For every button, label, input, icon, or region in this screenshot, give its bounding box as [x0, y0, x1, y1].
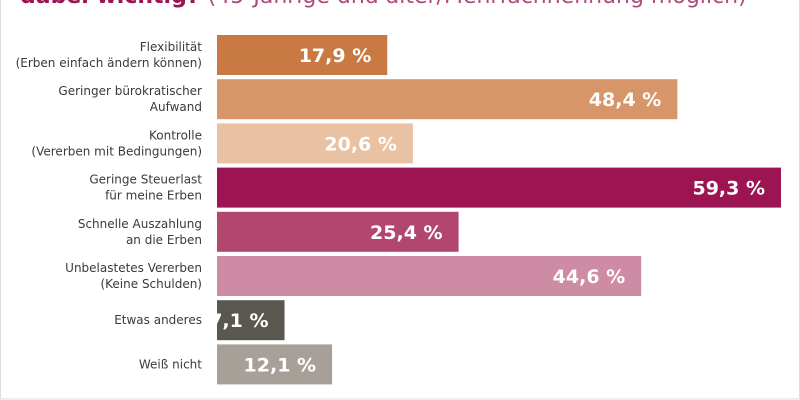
bar	[217, 344, 333, 385]
value-label: 44,6 %	[553, 266, 626, 288]
title-bold: dabei wichtig?	[20, 0, 200, 9]
category-label: Etwas anderes	[114, 313, 202, 327]
value-label: 25,4 %	[370, 222, 443, 244]
category-label: Geringer bürokratischer	[58, 84, 202, 98]
value-label: 48,4 %	[589, 89, 662, 111]
category-label: Schnelle Auszahlung	[78, 217, 202, 231]
category-label: für meine Erben	[105, 189, 202, 203]
value-label: 12,1 %	[244, 354, 317, 376]
subtitle: (45-Jährige und älter/Mehrfachnennung mö…	[208, 0, 747, 9]
chart-title: dabei wichtig? (45-Jährige und älter/Mehr…	[20, 0, 747, 9]
bar	[217, 300, 285, 341]
category-label: an die Erben	[126, 233, 202, 247]
category-label: (Vererben mit Bedingungen)	[31, 144, 202, 158]
value-label: 59,3 %	[692, 178, 765, 200]
category-label: (Erben einfach ändern können)	[16, 56, 202, 70]
category-label: Flexibilität	[140, 40, 203, 54]
bar	[217, 167, 781, 208]
bar	[217, 211, 459, 252]
value-label: 20,6 %	[324, 133, 397, 155]
value-label: 17,9 %	[299, 45, 372, 67]
bar	[217, 79, 678, 120]
value-label: 7,1 %	[209, 310, 268, 332]
bar	[217, 256, 642, 296]
category-label: Kontrolle	[149, 128, 202, 142]
bar	[217, 35, 388, 75]
bar	[217, 123, 413, 164]
category-label: Weiß nicht	[139, 357, 202, 371]
category-label: (Keine Schulden)	[100, 277, 202, 291]
category-label: Geringe Steuerlast	[89, 173, 202, 187]
category-label: Unbelastetes Vererben	[65, 261, 202, 275]
category-label: Aufwand	[150, 100, 202, 114]
